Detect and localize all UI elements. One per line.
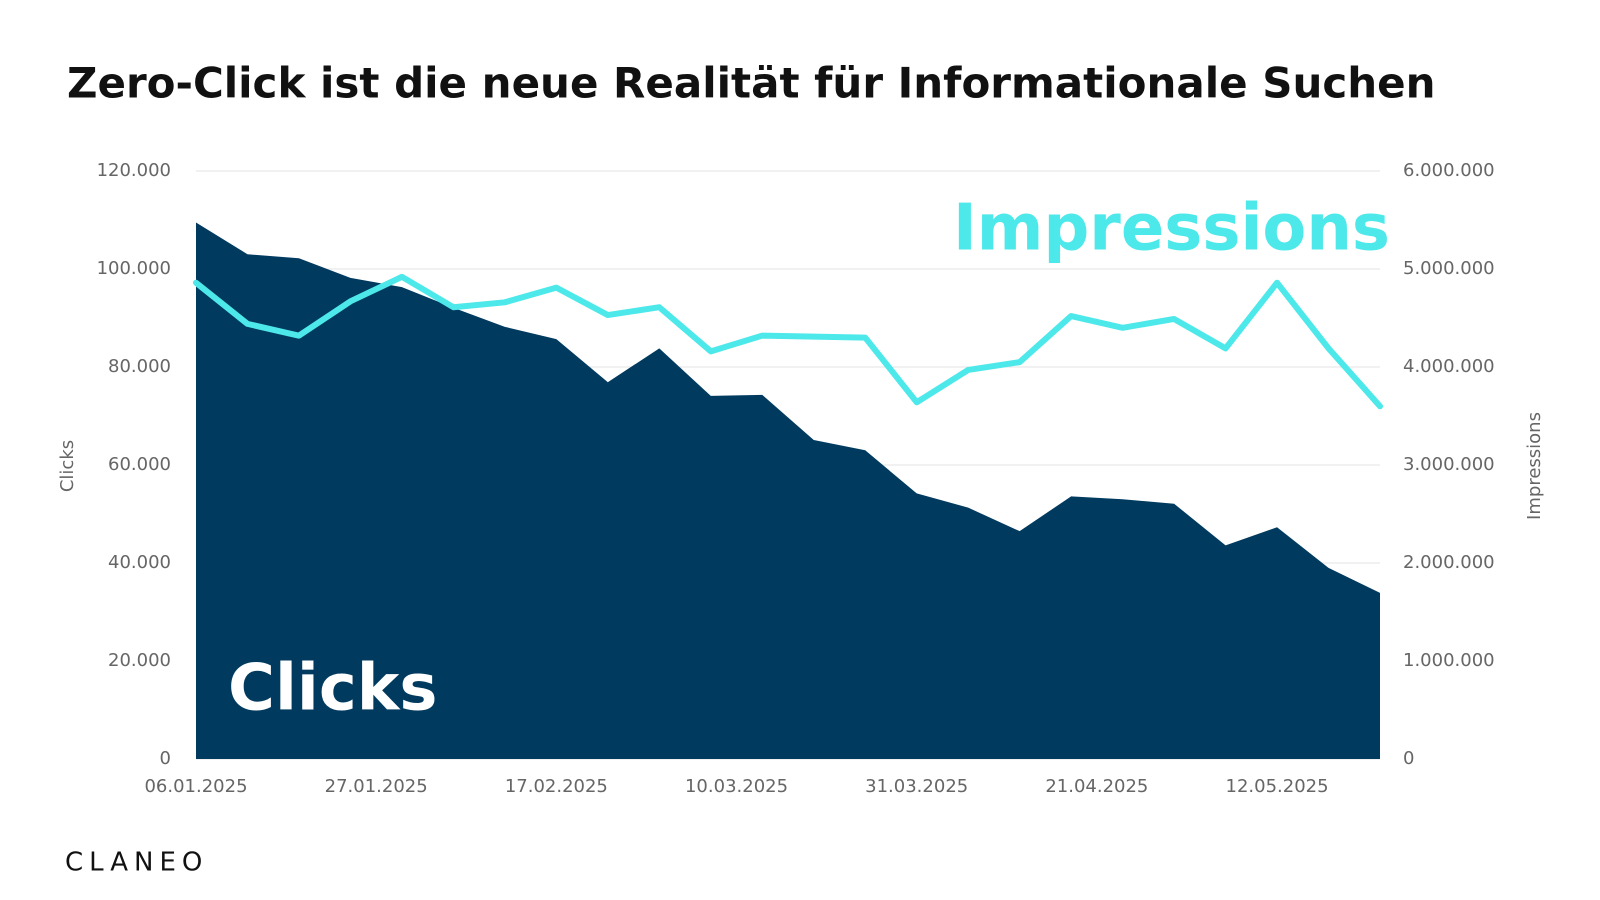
x-tick-label: 10.03.2025 [685, 776, 788, 797]
x-tick-label: 27.01.2025 [325, 776, 428, 797]
y-axis-title: Clicks [57, 440, 78, 492]
chart-title: Zero-Click ist die neue Realität für Inf… [67, 59, 1436, 108]
impressions-line [193, 273, 1383, 410]
clicks-area [196, 222, 1380, 759]
legend-label: Impressions [953, 192, 1390, 266]
y-tick-label: 100.000 [97, 258, 171, 279]
y2-tick-label: 1.000.000 [1403, 650, 1495, 671]
x-tick-label: 21.04.2025 [1045, 776, 1148, 797]
y-tick-label: 20.000 [108, 650, 171, 671]
x-tick-label: 31.03.2025 [865, 776, 968, 797]
y-tick-label: 80.000 [108, 356, 171, 377]
y2-tick-label: 0 [1403, 748, 1414, 769]
x-tick-label: 17.02.2025 [505, 776, 608, 797]
y-tick-label: 60.000 [108, 454, 171, 475]
y2-tick-label: 6.000.000 [1403, 160, 1495, 181]
x-tick-label: 12.05.2025 [1226, 776, 1329, 797]
legend-label: Clicks [228, 652, 437, 726]
y-tick-label: 40.000 [108, 552, 171, 573]
brand-logo: CLANEO [65, 848, 208, 878]
y-tick-label: 120.000 [97, 160, 171, 181]
y2-tick-label: 5.000.000 [1403, 258, 1495, 279]
y2-tick-label: 3.000.000 [1403, 454, 1495, 475]
y2-axis-title: Impressions [1524, 412, 1545, 520]
y-tick-label: 0 [160, 748, 171, 769]
x-tick-label: 06.01.2025 [144, 776, 247, 797]
y2-tick-label: 4.000.000 [1403, 356, 1495, 377]
y2-tick-label: 2.000.000 [1403, 552, 1495, 573]
